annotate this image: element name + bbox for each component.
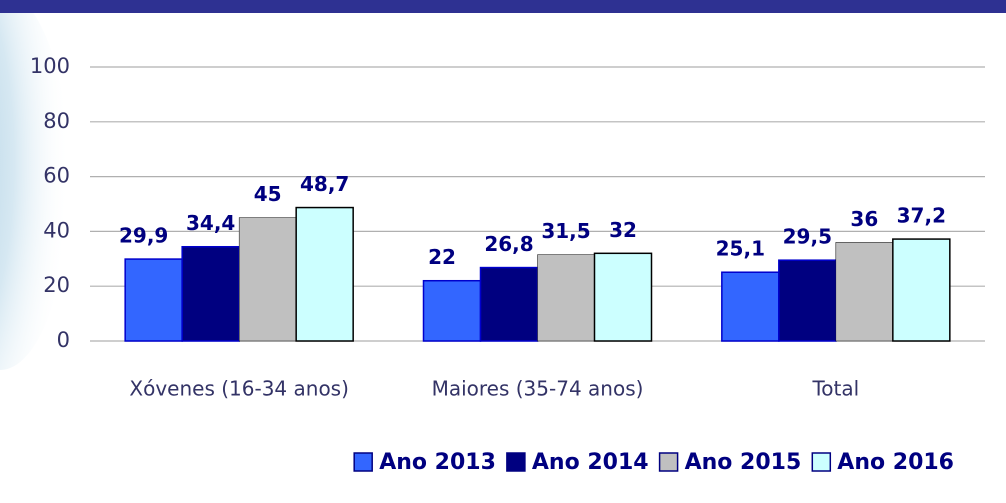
bar — [778, 259, 837, 342]
data-label: 36 — [850, 207, 878, 231]
x-tick-label: Total — [811, 377, 859, 401]
legend-swatch — [506, 452, 526, 472]
y-tick-label: 40 — [43, 218, 70, 242]
bar — [181, 245, 240, 342]
legend-label: Ano 2013 — [379, 450, 496, 475]
legend-swatch — [353, 452, 373, 472]
legend-label: Ano 2015 — [685, 450, 802, 475]
bar — [537, 254, 595, 342]
bar — [238, 217, 297, 342]
x-tick-label: Maiores (35-74 anos) — [432, 377, 644, 401]
legend-swatch — [658, 452, 679, 472]
legend-swatch — [811, 452, 832, 472]
bar — [593, 252, 653, 342]
data-label: 29,5 — [783, 225, 832, 249]
bar — [295, 206, 354, 342]
y-tick-label: 80 — [43, 109, 70, 133]
data-label: 34,4 — [186, 211, 235, 235]
bar — [479, 266, 539, 342]
bar — [422, 279, 482, 342]
bar — [835, 242, 894, 342]
bar — [124, 258, 183, 342]
legend-label: Ano 2014 — [532, 450, 649, 475]
data-label: 29,9 — [119, 224, 168, 248]
bar — [892, 238, 951, 342]
data-label: 31,5 — [541, 219, 590, 243]
x-tick-label: Xóvenes (16-34 anos) — [129, 377, 349, 401]
data-label: 26,8 — [484, 232, 533, 256]
bar — [721, 271, 780, 342]
data-label: 32 — [609, 218, 637, 242]
data-label: 45 — [254, 182, 282, 206]
data-label: 25,1 — [716, 237, 765, 261]
y-tick-label: 0 — [57, 328, 70, 352]
header-bar — [0, 0, 1006, 13]
legend-label: Ano 2016 — [837, 450, 954, 475]
data-label: 37,2 — [897, 204, 946, 228]
y-tick-label: 60 — [43, 164, 70, 188]
data-label: 22 — [428, 245, 456, 269]
data-label: 48,7 — [300, 172, 349, 196]
decoration — [0, 0, 70, 370]
y-tick-label: 20 — [43, 273, 70, 297]
y-tick-label: 100 — [30, 54, 70, 78]
